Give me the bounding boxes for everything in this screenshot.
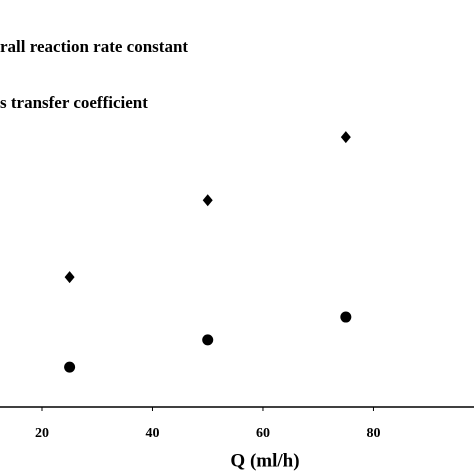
x-axis-label: Q (ml/h) <box>230 450 299 471</box>
x-tick-label: 80 <box>366 426 380 441</box>
x-tick-label: 60 <box>256 426 270 441</box>
diamond-point <box>202 194 213 207</box>
legend-label: rall reaction rate constant <box>0 37 188 56</box>
circle-point <box>340 311 352 323</box>
diamond-point <box>64 271 75 284</box>
circle-point <box>202 334 214 346</box>
legend-label: s transfer coefficient <box>0 93 148 112</box>
x-tick-label: 40 <box>145 426 159 441</box>
x-tick-label: 20 <box>35 426 49 441</box>
diamond-point <box>340 131 351 144</box>
circle-point <box>64 361 76 373</box>
